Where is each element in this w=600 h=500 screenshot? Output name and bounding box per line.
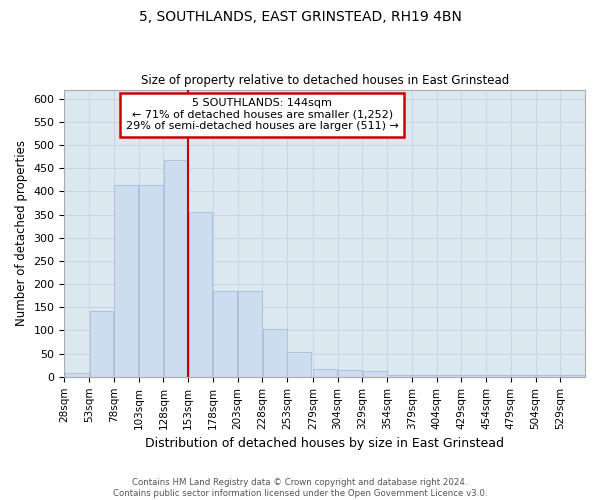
Bar bbox=[65, 372, 89, 377]
Text: Contains HM Land Registry data © Crown copyright and database right 2024.
Contai: Contains HM Land Registry data © Crown c… bbox=[113, 478, 487, 498]
Y-axis label: Number of detached properties: Number of detached properties bbox=[15, 140, 28, 326]
Bar bbox=[461, 376, 485, 377]
Bar bbox=[213, 290, 237, 377]
Bar bbox=[114, 184, 138, 377]
Bar bbox=[560, 375, 584, 377]
Bar bbox=[164, 160, 188, 377]
Bar bbox=[388, 374, 412, 377]
Bar bbox=[188, 212, 212, 377]
Bar bbox=[487, 376, 511, 377]
Title: Size of property relative to detached houses in East Grinstead: Size of property relative to detached ho… bbox=[140, 74, 509, 87]
Bar bbox=[437, 376, 461, 377]
X-axis label: Distribution of detached houses by size in East Grinstead: Distribution of detached houses by size … bbox=[145, 437, 504, 450]
Text: 5 SOUTHLANDS: 144sqm
← 71% of detached houses are smaller (1,252)
29% of semi-de: 5 SOUTHLANDS: 144sqm ← 71% of detached h… bbox=[126, 98, 398, 132]
Bar bbox=[412, 375, 436, 377]
Bar bbox=[89, 310, 113, 377]
Bar bbox=[511, 376, 535, 377]
Bar bbox=[313, 369, 337, 377]
Bar bbox=[238, 290, 262, 377]
Bar bbox=[338, 370, 362, 377]
Text: 5, SOUTHLANDS, EAST GRINSTEAD, RH19 4BN: 5, SOUTHLANDS, EAST GRINSTEAD, RH19 4BN bbox=[139, 10, 461, 24]
Bar bbox=[363, 372, 386, 377]
Bar bbox=[263, 329, 287, 377]
Bar bbox=[287, 352, 311, 377]
Bar bbox=[139, 184, 163, 377]
Bar bbox=[536, 376, 560, 377]
